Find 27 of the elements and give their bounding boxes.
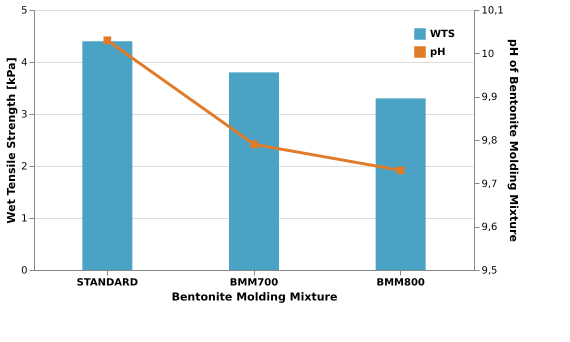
- point: [103, 36, 112, 44]
- point: [250, 140, 258, 148]
- y2-tick-label: 9,9: [482, 92, 498, 104]
- y2-tick-label: 10: [482, 48, 494, 60]
- legend-label: WTS: [430, 29, 456, 40]
- y-tick-label: 5: [21, 6, 28, 16]
- bar: [82, 41, 132, 270]
- y-tick-label: 1: [21, 214, 28, 224]
- y-tick-label: 0: [21, 266, 28, 276]
- x-tick-label: STANDARD: [76, 278, 138, 288]
- y2-tick-label: 9,8: [482, 136, 498, 146]
- x-axis-title: Bentonite Molding Mixture: [172, 290, 338, 304]
- legend-label: pH: [430, 47, 446, 58]
- bar: [229, 72, 279, 270]
- y2-tick-label: 10,1: [482, 6, 504, 16]
- y-tick-label: 4: [21, 58, 28, 68]
- bar: [376, 98, 426, 270]
- x-tick-label: BMM700: [230, 278, 278, 288]
- y2-axis-title: pH of Bentonite Molding Mixture: [506, 39, 520, 242]
- y-axis-title: Wet Tensile Strength [kPa]: [5, 57, 18, 224]
- x-tick-label: BMM800: [376, 278, 425, 288]
- y2-tick-label: 9,5: [482, 266, 498, 276]
- y2-tick-label: 9,6: [482, 222, 498, 234]
- point: [396, 166, 405, 174]
- y-tick-label: 3: [21, 110, 28, 120]
- y-tick-label: 2: [21, 162, 28, 172]
- y2-tick-label: 9,7: [482, 178, 498, 190]
